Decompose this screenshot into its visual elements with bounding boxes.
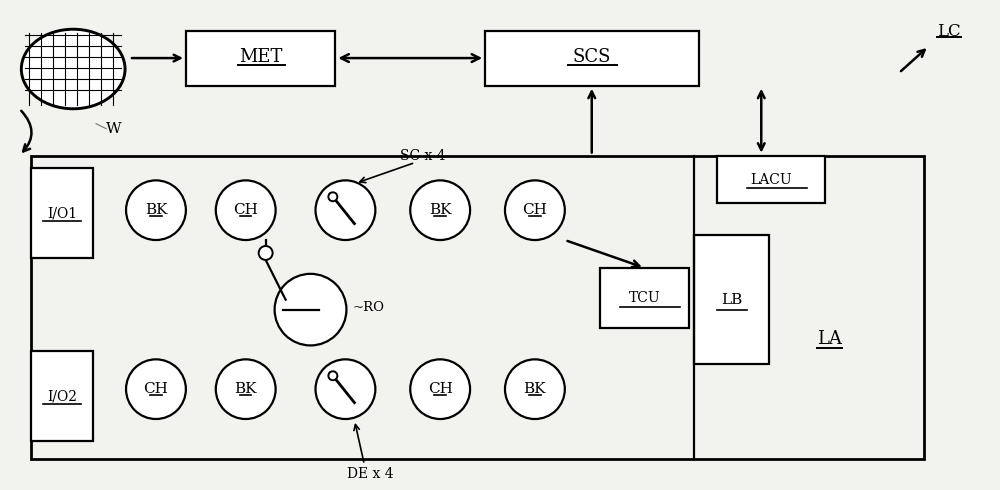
Circle shape <box>259 246 273 260</box>
Text: I/O2: I/O2 <box>47 389 77 403</box>
Text: LACU: LACU <box>750 173 792 187</box>
Text: LB: LB <box>721 293 742 307</box>
Bar <box>717 155 825 203</box>
Text: LA: LA <box>817 330 842 348</box>
Circle shape <box>275 274 346 345</box>
Text: CH: CH <box>144 382 168 396</box>
Text: BK: BK <box>429 203 451 217</box>
Circle shape <box>328 192 337 201</box>
Text: CH: CH <box>233 203 258 217</box>
Text: DE x 4: DE x 4 <box>347 466 394 481</box>
Text: W: W <box>106 122 122 136</box>
Circle shape <box>216 180 276 240</box>
Text: ~RO: ~RO <box>352 301 384 314</box>
Text: BK: BK <box>234 382 257 396</box>
Bar <box>31 155 924 459</box>
Circle shape <box>126 359 186 419</box>
Circle shape <box>316 359 375 419</box>
Bar <box>31 351 93 441</box>
Text: I/O1: I/O1 <box>47 206 77 220</box>
Text: CH: CH <box>522 203 547 217</box>
Bar <box>485 31 699 86</box>
Bar <box>31 169 93 258</box>
Text: SC x 4: SC x 4 <box>400 148 446 163</box>
Circle shape <box>328 371 337 380</box>
Circle shape <box>410 180 470 240</box>
Circle shape <box>126 180 186 240</box>
Bar <box>600 268 689 327</box>
Ellipse shape <box>21 29 125 109</box>
Text: MET: MET <box>239 48 282 66</box>
Bar <box>694 235 769 365</box>
Text: BK: BK <box>145 203 167 217</box>
Circle shape <box>505 359 565 419</box>
Circle shape <box>216 359 276 419</box>
Circle shape <box>505 180 565 240</box>
Circle shape <box>410 359 470 419</box>
Text: CH: CH <box>428 382 453 396</box>
Text: LC: LC <box>937 23 961 40</box>
Circle shape <box>316 180 375 240</box>
Text: SCS: SCS <box>572 48 611 66</box>
Text: BK: BK <box>524 382 546 396</box>
Bar <box>186 31 335 86</box>
Text: TCU: TCU <box>629 291 660 305</box>
